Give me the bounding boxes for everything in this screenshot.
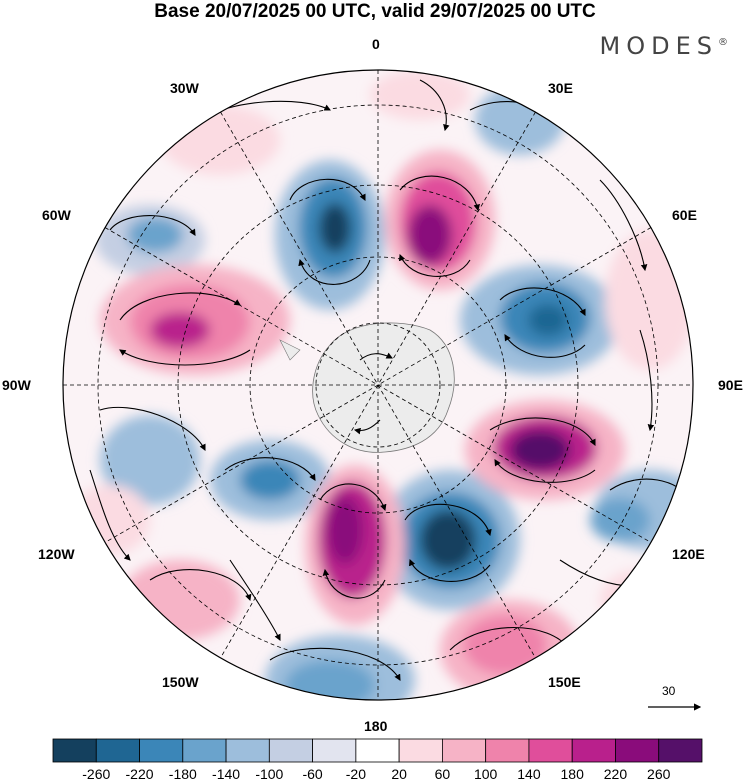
colorbar-segment — [355, 738, 400, 763]
lon-label-0: 0 — [372, 36, 380, 52]
colorbar-segment — [52, 738, 97, 763]
colorbar-tick-label: 260 — [647, 766, 671, 782]
colorbar-segment — [398, 738, 443, 763]
colorbar-segment — [182, 738, 227, 763]
lon-label-150e: 150E — [548, 674, 581, 690]
colorbar-segment — [528, 738, 573, 763]
lon-label-180: 180 — [364, 718, 388, 734]
reference-vector-label: 30 — [662, 684, 676, 698]
lon-label-30e: 30E — [548, 80, 573, 96]
lon-label-120e: 120E — [672, 546, 705, 562]
colorbar-segment — [139, 738, 184, 763]
lon-label-120w: 120W — [38, 546, 75, 562]
colorbar-tick-label: 60 — [434, 766, 451, 782]
colorbar-segment — [225, 738, 270, 763]
anomaly-field — [63, 70, 693, 700]
colorbar-segment — [441, 738, 487, 763]
colorbar-tick-label: 220 — [603, 766, 628, 782]
colorbar-segment — [615, 738, 660, 763]
colorbar-tick-label: -220 — [125, 766, 154, 782]
colorbar-tick-label: -60 — [302, 766, 323, 782]
colorbar-segment — [571, 738, 616, 763]
colorbar-tick-label: -180 — [168, 766, 197, 782]
colorbar-segment — [268, 738, 314, 763]
modes-logo: MODES® — [599, 32, 728, 60]
lon-label-60e: 60E — [672, 207, 697, 223]
colorbar-tick-label: -100 — [255, 766, 284, 782]
colorbar-tick-label: -20 — [345, 766, 366, 782]
lon-label-90e: 90E — [718, 377, 743, 393]
lon-label-60w: 60W — [42, 207, 71, 223]
colorbar-segment — [95, 738, 140, 763]
colorbar-tick-label: 180 — [560, 766, 584, 782]
colorbar-tick-label: 140 — [517, 766, 541, 782]
colorbar-segment — [312, 738, 357, 763]
colorbar-tick-label: 20 — [391, 766, 407, 782]
colorbar-segment — [485, 738, 530, 763]
colorbar-tick-label: -260 — [82, 766, 111, 782]
map-title: Base 20/07/2025 00 UTC, valid 29/07/2025… — [154, 1, 596, 22]
lon-label-150w: 150W — [162, 674, 199, 690]
colorbar-tick-label: -140 — [212, 766, 241, 782]
colorbar-segment — [658, 738, 703, 763]
colorbar-tick-label: 100 — [473, 766, 498, 782]
lon-label-90w: 90W — [2, 377, 31, 393]
lon-label-30w: 30W — [170, 80, 199, 96]
colorbar — [52, 738, 703, 763]
